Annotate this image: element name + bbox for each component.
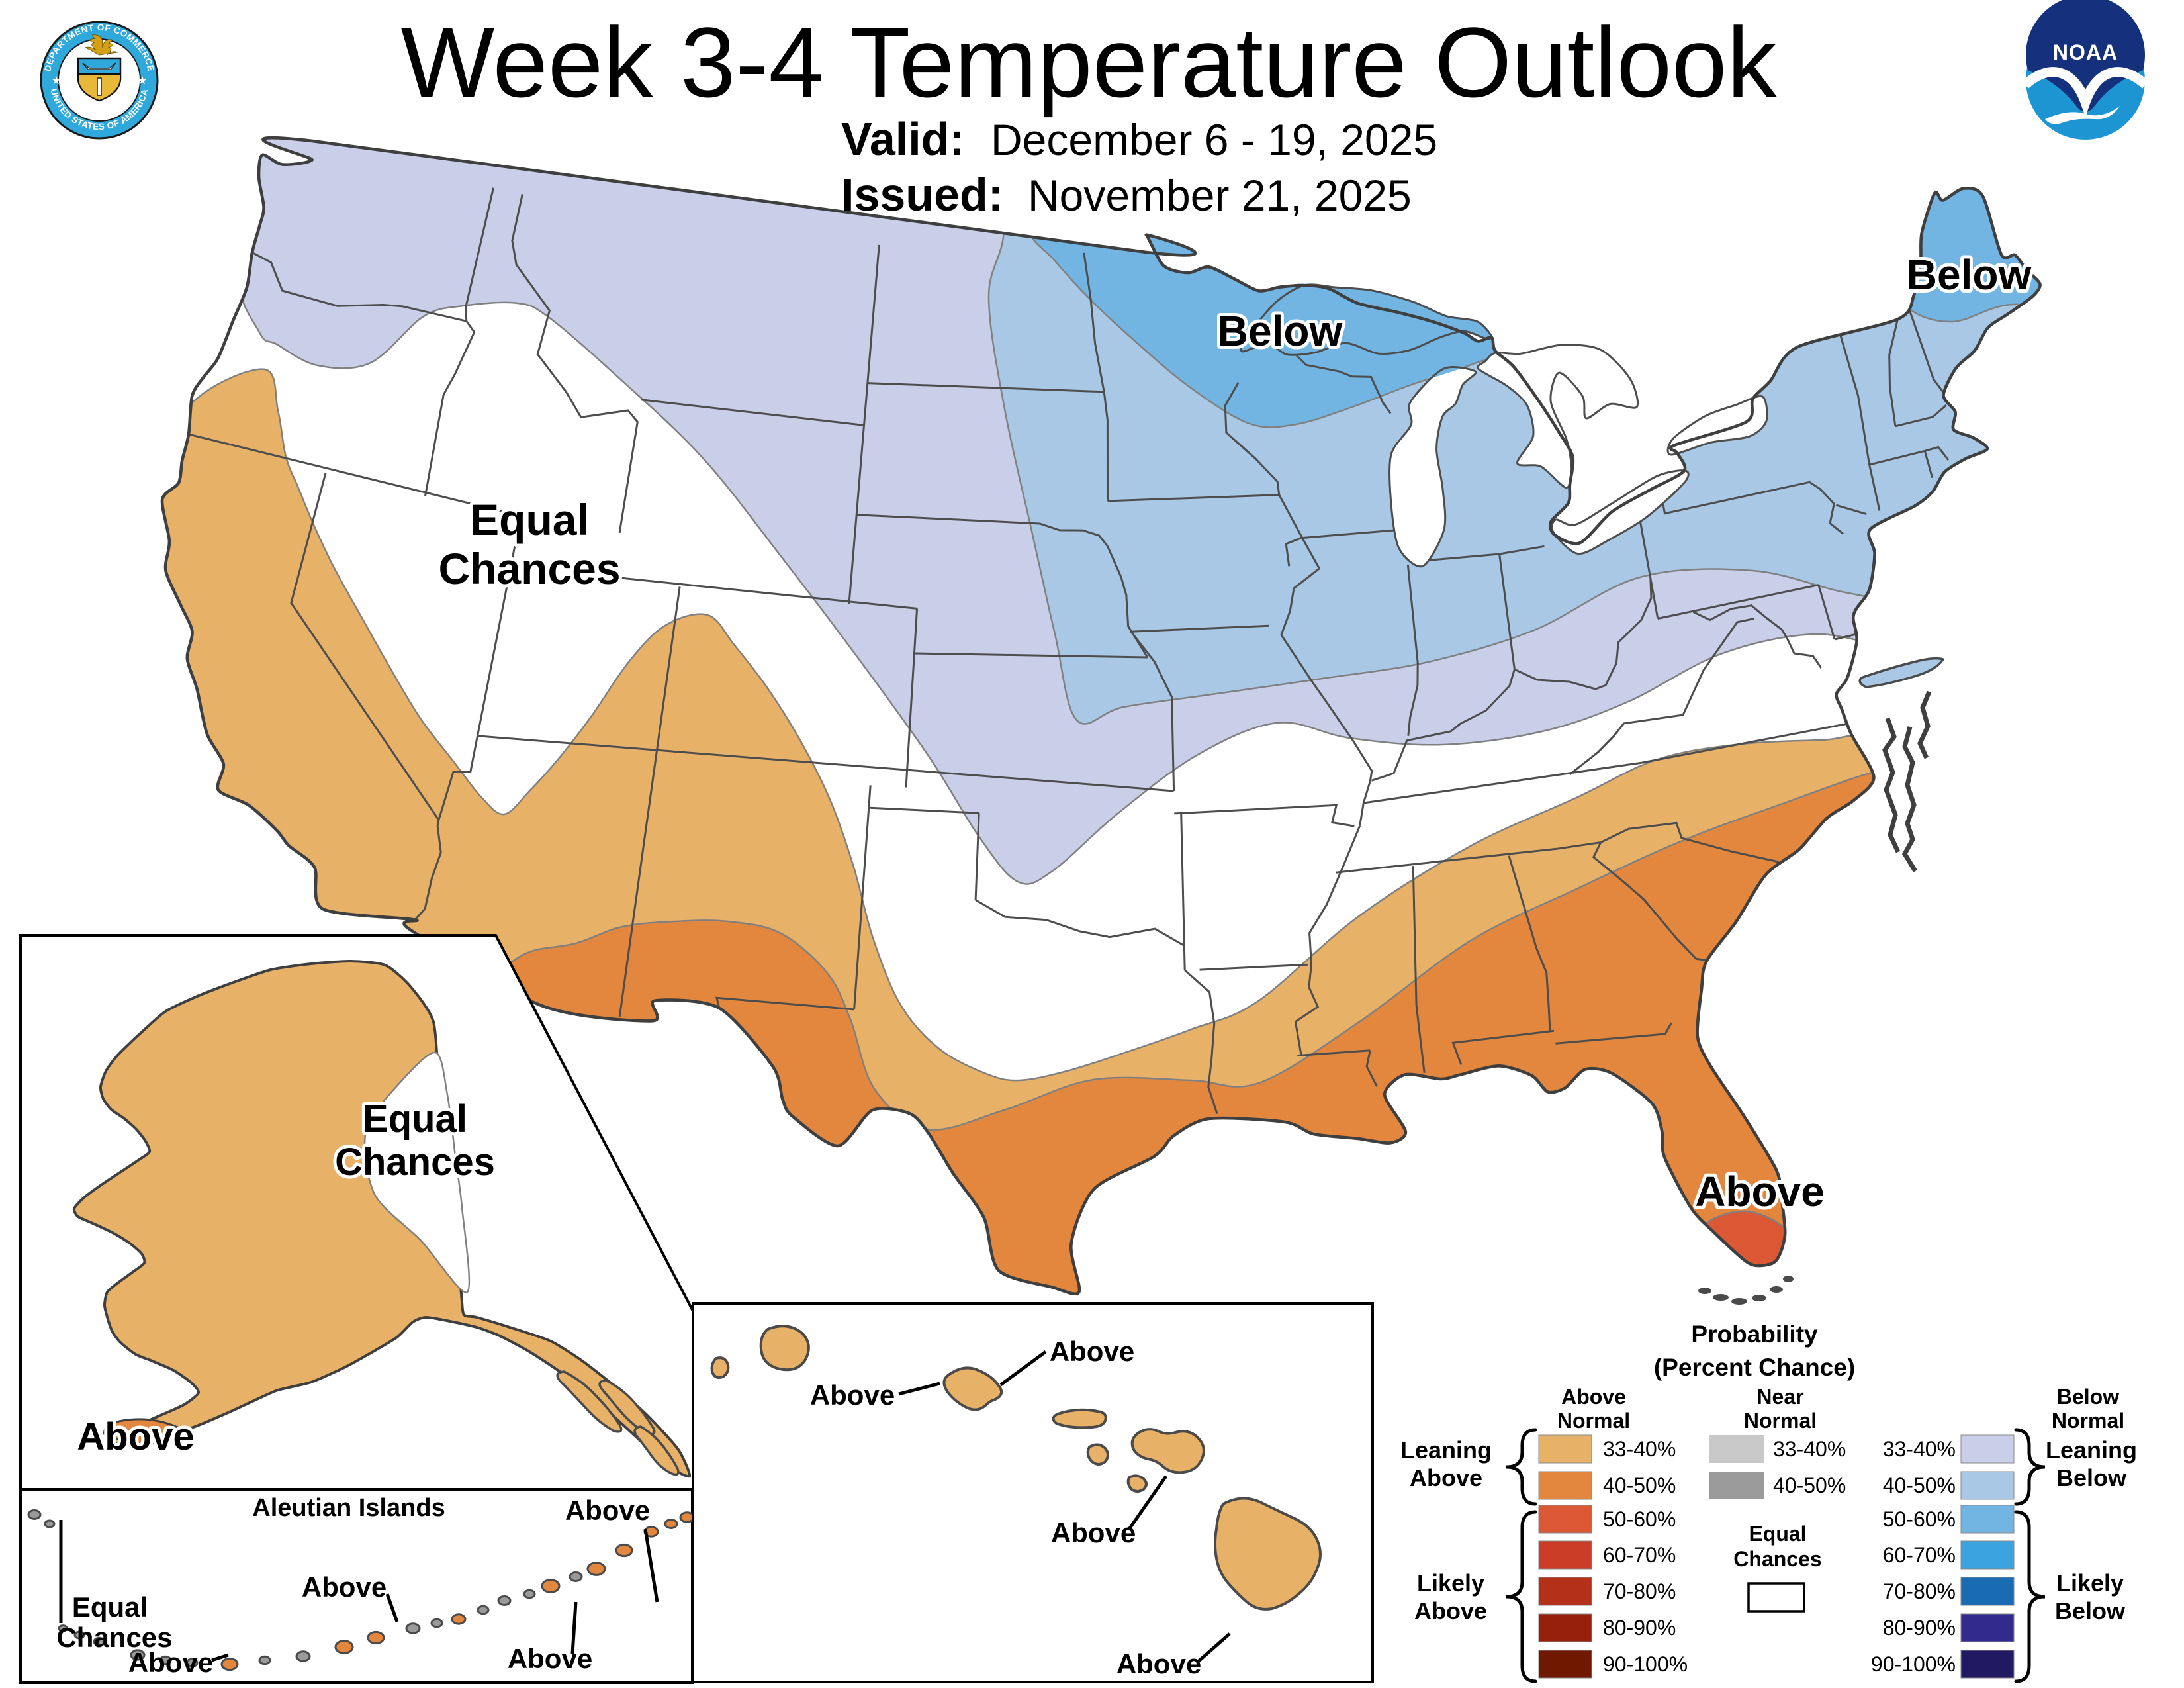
svg-text:33-40%: 33-40%	[1773, 1437, 1846, 1461]
svg-text:November 21, 2025: November 21, 2025	[1028, 171, 1412, 220]
svg-text:40-50%: 40-50%	[1883, 1474, 1956, 1497]
svg-text:NOAA: NOAA	[2053, 40, 2118, 64]
svg-text:Aleutian Islands: Aleutian Islands	[252, 1494, 445, 1522]
svg-text:Near: Near	[1756, 1385, 1803, 1409]
svg-text:Equal: Equal	[72, 1591, 148, 1622]
svg-text:December 6 - 19, 2025: December 6 - 19, 2025	[991, 115, 1437, 164]
svg-text:Leaning: Leaning	[2046, 1436, 2137, 1464]
svg-text:Above: Above	[1561, 1385, 1626, 1409]
svg-text:80-90%: 80-90%	[1603, 1616, 1676, 1640]
svg-text:60-70%: 60-70%	[1603, 1543, 1676, 1567]
svg-text:Above: Above	[1414, 1597, 1487, 1624]
svg-text:Equal: Equal	[470, 495, 589, 544]
svg-text:Probability: Probability	[1691, 1321, 1818, 1348]
svg-text:Equal: Equal	[1749, 1522, 1806, 1546]
svg-text:50-60%: 50-60%	[1883, 1507, 1956, 1531]
svg-text:Normal: Normal	[1557, 1409, 1630, 1432]
svg-text:33-40%: 33-40%	[1883, 1437, 1956, 1461]
svg-text:Chances: Chances	[438, 544, 620, 593]
svg-text:Chances: Chances	[335, 1141, 495, 1184]
svg-text:Valid:: Valid:	[841, 113, 965, 165]
svg-text:Chances: Chances	[56, 1622, 172, 1653]
svg-text:Below: Below	[2057, 1385, 2119, 1409]
svg-text:Likely: Likely	[1417, 1570, 1484, 1597]
svg-text:Week 3-4 Temperature Outlook: Week 3-4 Temperature Outlook	[401, 7, 1778, 118]
svg-text:Likely: Likely	[2056, 1570, 2124, 1597]
svg-text:Equal: Equal	[363, 1098, 467, 1141]
svg-text:Normal: Normal	[2052, 1409, 2124, 1432]
svg-text:Above: Above	[128, 1647, 213, 1678]
svg-text:50-60%: 50-60%	[1603, 1507, 1676, 1531]
svg-text:33-40%: 33-40%	[1603, 1437, 1676, 1461]
svg-text:Above: Above	[1695, 1168, 1825, 1215]
svg-text:Above: Above	[302, 1571, 387, 1603]
svg-text:70-80%: 70-80%	[1603, 1579, 1676, 1603]
svg-text:Leaning: Leaning	[1400, 1436, 1492, 1464]
svg-text:90-100%: 90-100%	[1871, 1652, 1956, 1676]
svg-text:40-50%: 40-50%	[1773, 1474, 1846, 1497]
svg-text:Below: Below	[1907, 251, 2032, 299]
svg-text:★: ★	[52, 75, 61, 87]
svg-text:Above: Above	[77, 1415, 194, 1458]
svg-text:Normal: Normal	[1744, 1409, 1817, 1432]
svg-text:Above: Above	[1051, 1517, 1136, 1548]
svg-text:★: ★	[138, 75, 147, 87]
svg-text:Above: Above	[1410, 1464, 1482, 1491]
svg-text:Chances: Chances	[1733, 1547, 1821, 1571]
svg-text:70-80%: 70-80%	[1883, 1579, 1956, 1603]
svg-text:40-50%: 40-50%	[1603, 1474, 1676, 1497]
svg-text:Below: Below	[2055, 1597, 2126, 1624]
svg-text:Below: Below	[1218, 307, 1343, 355]
svg-text:Above: Above	[565, 1495, 650, 1526]
svg-text:90-100%: 90-100%	[1603, 1652, 1688, 1676]
svg-text:80-90%: 80-90%	[1883, 1616, 1956, 1640]
svg-text:Above: Above	[810, 1380, 895, 1411]
svg-text:Below: Below	[2056, 1464, 2127, 1491]
svg-text:(Percent Chance): (Percent Chance)	[1654, 1354, 1855, 1381]
svg-text:60-70%: 60-70%	[1883, 1543, 1956, 1567]
svg-text:Above: Above	[508, 1643, 592, 1674]
svg-text:Issued:: Issued:	[841, 169, 1003, 220]
svg-text:Above: Above	[1050, 1336, 1134, 1367]
svg-text:Above: Above	[1116, 1648, 1201, 1679]
